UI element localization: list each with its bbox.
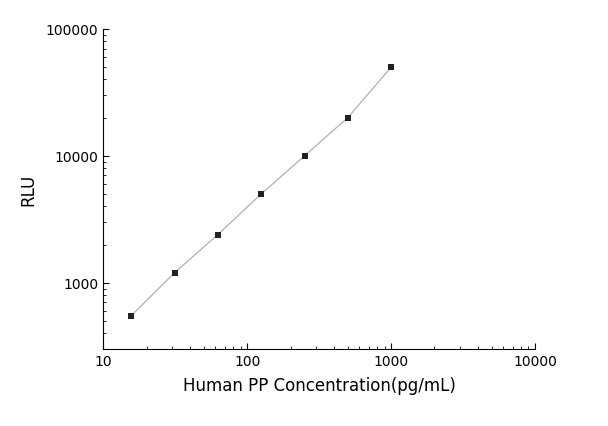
- Point: [126, 313, 136, 320]
- X-axis label: Human PP Concentration(pg/mL): Human PP Concentration(pg/mL): [183, 377, 455, 394]
- Point: [213, 232, 223, 239]
- Point: [170, 270, 179, 276]
- Point: [343, 115, 353, 122]
- Point: [386, 64, 396, 71]
- Point: [257, 191, 266, 198]
- Y-axis label: RLU: RLU: [19, 173, 38, 206]
- Point: [300, 153, 309, 160]
